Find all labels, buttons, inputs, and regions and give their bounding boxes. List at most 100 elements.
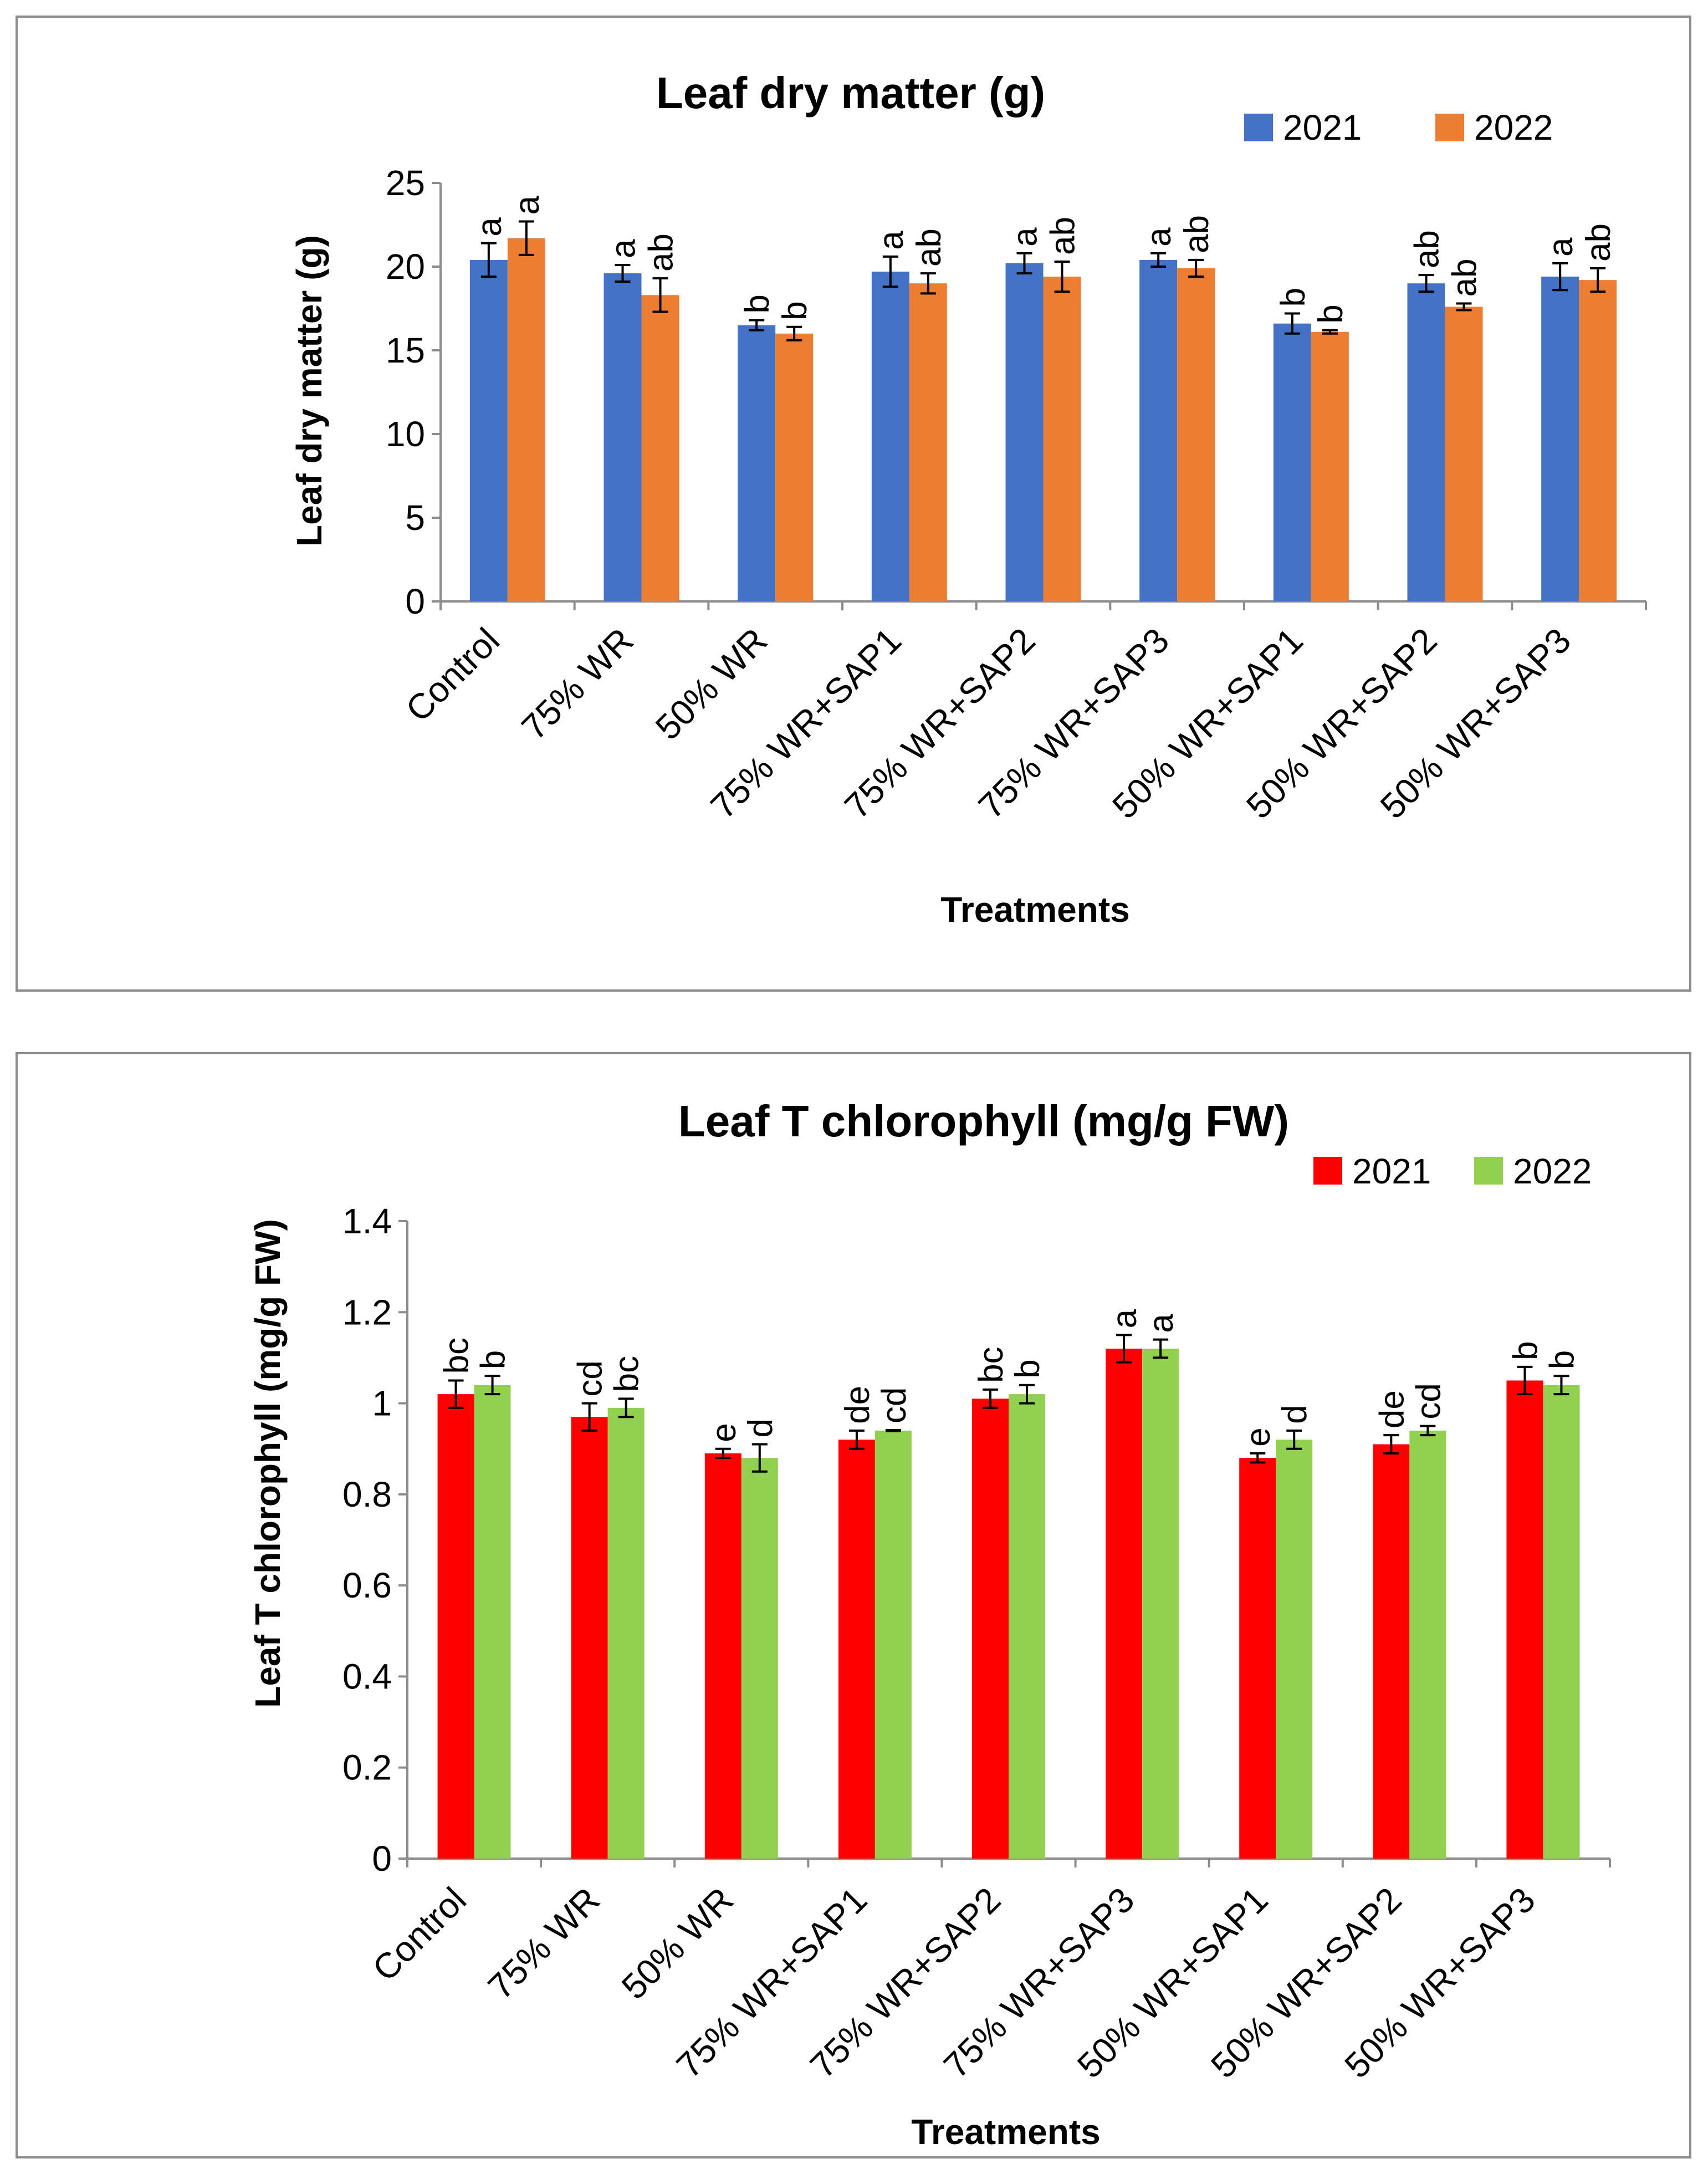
chart-2-bar-2021-75-wr-sap2 [972,1399,1009,1859]
chart-1-significance-letter-2021-75-wr-sap3: a [1140,227,1178,247]
chart-2-bar-2022-50-wr-sap1 [1276,1440,1313,1859]
chart-2-y-tick-label: 0 [372,1839,392,1879]
chart-2-bar-2021-50-wr [704,1453,742,1859]
chart-2-bar-2022-control [474,1385,511,1859]
chart-2-bar-2022-50-wr-sap3 [1543,1385,1580,1859]
chart-2-bar-2022-50-wr-sap2 [1409,1430,1446,1859]
chart-1-significance-letter-2021-50-wr-sap1: b [1274,288,1312,307]
chart-1-significance-letter-2022-50-wr: b [776,301,814,320]
chart-2-x-category-label-50-wr: 50% WR [614,1880,741,2007]
chart-1-bar-2022-75-wr-sap2 [1043,277,1081,601]
chart-1-significance-letter-2021-75-wr-sap2: a [1006,227,1045,247]
chart-2-significance-letter-2022-50-wr: d [742,1418,780,1437]
chart-2-significance-letter-2021-50-wr: e [705,1423,743,1442]
chart-2-y-axis-title: Leaf T chlorophyll (mg/g FW) [248,1219,288,1708]
chart-1-significance-letter-2021-50-wr: b [738,294,776,313]
chart-1-legend: 2021 2022 [1244,108,1553,147]
chart-2-significance-letter-2022-50-wr-sap1: d [1276,1405,1314,1423]
chart-1-x-category-label-50-wr: 50% WR [648,620,775,747]
chart-2-bar-2022-75-wr [607,1407,645,1859]
chart-1-y-tick-label: 15 [386,330,425,370]
chart-1-bar-2022-75-wr-sap3 [1177,268,1215,601]
chart-1-bar-2022-50-wr-sap2 [1445,307,1483,601]
chart-1-legend-swatch-2021 [1244,114,1273,141]
chart-1-bar-2021-75-wr [604,273,642,602]
chart-1-y-tick-label: 5 [405,498,425,538]
chart-2-legend-label-2022: 2022 [1513,1151,1592,1191]
chart-2-significance-letter-2021-75-wr-sap1: de [838,1386,877,1424]
chart-2-significance-letter-2022-75-wr-sap2: b [1009,1359,1047,1378]
chart-2-significance-letter-2021-50-wr-sap2: de [1373,1390,1411,1428]
chart-2-title: Leaf T chlorophyll (mg/g FW) [678,1096,1289,1146]
chart-1-bar-2021-50-wr-sap3 [1541,277,1579,601]
chart-1-significance-letter-2022-50-wr-sap2: ab [1446,258,1484,297]
chart-2-legend-swatch-2022 [1474,1157,1503,1185]
chart-1-significance-letter-2022-control: a [508,195,546,215]
chart-1-bar-2022-50-wr-sap3 [1579,280,1617,601]
chart-2-significance-letter-2022-50-wr-sap2: cd [1409,1383,1448,1419]
chart-2-y-tick-label: 0.6 [342,1565,392,1605]
chart-1-significance-letter-2021-75-wr: a [605,239,643,258]
chart-2-y-tick-label: 1 [372,1384,392,1423]
chart-1-y-tick-label: 10 [386,414,425,454]
chart-2-significance-letter-2022-75-wr-sap3: a [1142,1314,1180,1333]
chart-1-frame [16,16,1691,992]
chart-1-legend-swatch-2022 [1435,114,1464,141]
chart-1-significance-letter-2022-75-wr: ab [642,233,681,272]
chart-2-bar-2021-75-wr [571,1417,608,1859]
chart-leaf-dry-matter: Leaf dry matter (g) Leaf dry matter (g) … [289,68,1647,930]
chart-1-significance-letter-2022-50-wr-sap1: b [1312,304,1350,323]
chart-1-bar-2021-control [469,259,508,601]
chart-2-x-axis-title: Treatments [911,2112,1100,2152]
chart-1-significance-letter-2022-75-wr-sap1: ab [910,228,948,267]
chart-1-bar-2021-50-wr [738,325,776,601]
chart-1-bar-2022-50-wr-sap1 [1311,331,1349,601]
chart-2-significance-letter-2022-75-wr-sap1: cd [875,1387,913,1423]
chart-1-significance-letter-2021-control: a [471,217,509,237]
chart-1-title: Leaf dry matter (g) [656,68,1045,118]
chart-1-x-axis-title: Treatments [940,890,1129,930]
chart-2-frame [16,1052,1691,2158]
chart-leaf-chlorophyll: Leaf T chlorophyll (mg/g FW) Leaf T chlo… [248,1096,1611,2152]
chart-2-y-tick-label: 0.4 [342,1656,392,1696]
chart-2-significance-letter-2022-75-wr: bc [608,1356,646,1392]
chart-1-bar-2021-75-wr-sap2 [1005,263,1044,602]
chart-2-legend: 2021 2022 [1313,1151,1592,1191]
chart-1-y-tick-label: 25 [386,163,425,203]
chart-1-bar-2021-75-wr-sap1 [871,272,909,601]
chart-2-significance-letter-2022-control: b [474,1350,513,1369]
chart-1-legend-label-2022: 2022 [1474,108,1553,147]
chart-2-y-tick-label: 0.8 [342,1474,392,1514]
chart-2-bar-2021-50-wr-sap1 [1239,1458,1276,1859]
chart-2-y-tick-label: 1.4 [342,1201,392,1241]
chart-2-significance-letter-2021-75-wr-sap2: bc [972,1346,1010,1382]
chart-1-significance-letter-2021-50-wr-sap3: a [1542,237,1580,257]
chart-2-significance-letter-2022-50-wr-sap3: b [1543,1350,1581,1369]
chart-2-bar-2022-75-wr-sap2 [1009,1394,1045,1859]
chart-2-x-category-label-control: Control [365,1880,474,1989]
chart-1-bar-2022-50-wr [775,333,814,601]
chart-2-legend-label-2021: 2021 [1352,1151,1431,1191]
chart-2-x-category-label-75-wr: 75% WR [480,1880,607,2007]
chart-1-bar-2021-50-wr-sap1 [1273,323,1311,601]
chart-2-bar-2021-control [437,1394,474,1859]
chart-1-y-tick-label: 20 [386,247,425,287]
chart-1-bar-2022-75-wr [641,295,679,601]
chart-2-bar-2022-75-wr-sap1 [875,1430,912,1859]
chart-1-y-tick-label: 0 [405,581,425,621]
chart-2-significance-letter-2021-50-wr-sap3: b [1506,1341,1545,1360]
chart-1-bar-2021-50-wr-sap2 [1407,283,1445,601]
chart-2-y-tick-label: 0.2 [342,1748,392,1788]
chart-2-bar-2022-50-wr [741,1458,778,1859]
chart-1-x-category-label-control: Control [398,620,507,729]
chart-2-y-tick-label: 1.2 [342,1292,392,1332]
chart-2-legend-swatch-2021 [1313,1157,1342,1185]
chart-2-bar-2021-50-wr-sap2 [1373,1444,1410,1859]
chart-2-bar-2022-75-wr-sap3 [1142,1349,1179,1859]
chart-1-significance-letter-2022-75-wr-sap2: ab [1044,217,1082,255]
chart-2-bar-2021-50-wr-sap3 [1506,1380,1543,1859]
chart-1-significance-letter-2022-75-wr-sap3: ab [1178,215,1216,253]
